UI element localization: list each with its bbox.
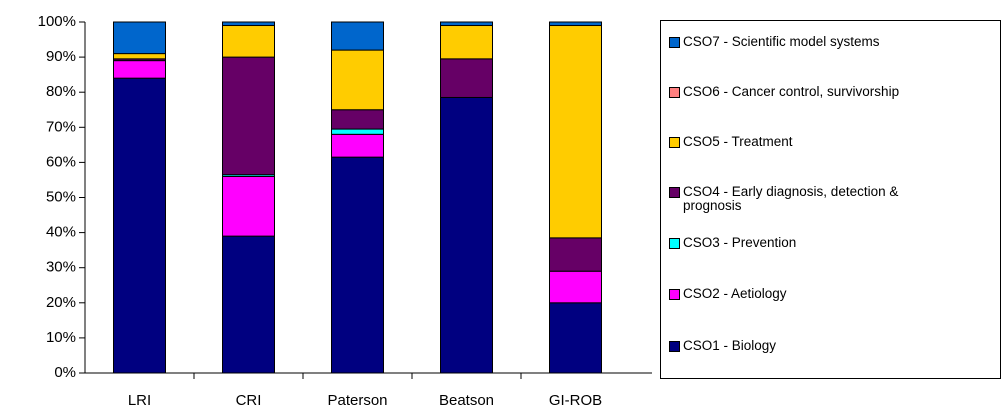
bar-segment xyxy=(113,60,166,79)
legend-swatch xyxy=(669,289,680,300)
bar-segment xyxy=(549,21,602,27)
bar-segment xyxy=(222,21,275,27)
legend-label: CSO7 - Scientific model systems xyxy=(683,34,880,49)
legend-item: CSO4 - Early diagnosis, detection & prog… xyxy=(669,185,999,213)
y-tick-label: 10% xyxy=(46,329,76,346)
y-tick-label: 100% xyxy=(38,13,76,30)
x-tick-label: Beatson xyxy=(439,392,494,409)
y-tick-label: 70% xyxy=(46,118,76,135)
bar-segment xyxy=(113,77,166,374)
y-tick-label: 20% xyxy=(46,294,76,311)
y-tick-label: 80% xyxy=(46,83,76,100)
legend-item: CSO6 - Cancer control, survivorship xyxy=(669,85,999,99)
x-tick-label: Paterson xyxy=(327,392,387,409)
x-tick-label: GI-ROB xyxy=(549,392,602,409)
legend-item: CSO1 - Biology xyxy=(669,339,999,353)
bar-segment xyxy=(549,270,602,304)
y-tick-label: 40% xyxy=(46,224,76,241)
y-tick-label: 0% xyxy=(54,364,76,381)
y-tick-label: 90% xyxy=(46,48,76,65)
bar-segment xyxy=(222,175,275,237)
x-tick-label: CRI xyxy=(236,392,262,409)
legend-label: CSO3 - Prevention xyxy=(683,235,797,250)
bar-segment xyxy=(440,58,493,98)
legend-swatch xyxy=(669,187,680,198)
bar-segment xyxy=(331,21,384,51)
bar-segment xyxy=(222,235,275,374)
bar-segment xyxy=(331,128,384,135)
legend-swatch xyxy=(669,341,680,352)
legend-swatch xyxy=(669,238,680,249)
legend-label: CSO1 - Biology xyxy=(683,338,777,353)
bar-segment xyxy=(549,25,602,239)
x-tick-label: LRI xyxy=(128,392,151,409)
bar-segment xyxy=(549,237,602,272)
bar-segment xyxy=(222,56,275,176)
chart: 0% 10% 20% 30% 40% 50% 60% 70% 80% 90% 100% LRI CRI P… xyxy=(38,13,652,409)
legend-swatch xyxy=(669,137,680,148)
bar-segment xyxy=(331,49,384,111)
y-tick-label: 50% xyxy=(46,188,76,205)
legend-item: CSO2 - Aetiology xyxy=(669,287,999,301)
legend-item: CSO3 - Prevention xyxy=(669,236,999,250)
legend-label: CSO6 - Cancer control, survivorship xyxy=(683,84,900,99)
bar-segment xyxy=(331,156,384,374)
bar-segment xyxy=(440,25,493,60)
bar-segment xyxy=(113,53,166,60)
legend-label: CSO4 - Early diagnosis, detection & prog… xyxy=(683,184,899,213)
bar-segment xyxy=(549,302,602,374)
bar-segment xyxy=(113,21,166,55)
legend-item: CSO5 - Treatment xyxy=(669,135,999,149)
bar-segment xyxy=(440,21,493,27)
bar-segment xyxy=(331,133,384,158)
bar-segment xyxy=(440,96,493,374)
y-tick-label: 60% xyxy=(46,153,76,170)
legend-swatch xyxy=(669,87,680,98)
legend-item: CSO7 - Scientific model systems xyxy=(669,35,999,49)
y-tick-label: 30% xyxy=(46,259,76,276)
legend: CSO7 - Scientific model systems CSO6 - Ca… xyxy=(660,20,1001,379)
bar-segment xyxy=(222,25,275,58)
legend-swatch xyxy=(669,37,680,48)
legend-label: CSO2 - Aetiology xyxy=(683,286,787,301)
legend-label: CSO5 - Treatment xyxy=(683,134,793,149)
bar-segment xyxy=(331,109,384,130)
